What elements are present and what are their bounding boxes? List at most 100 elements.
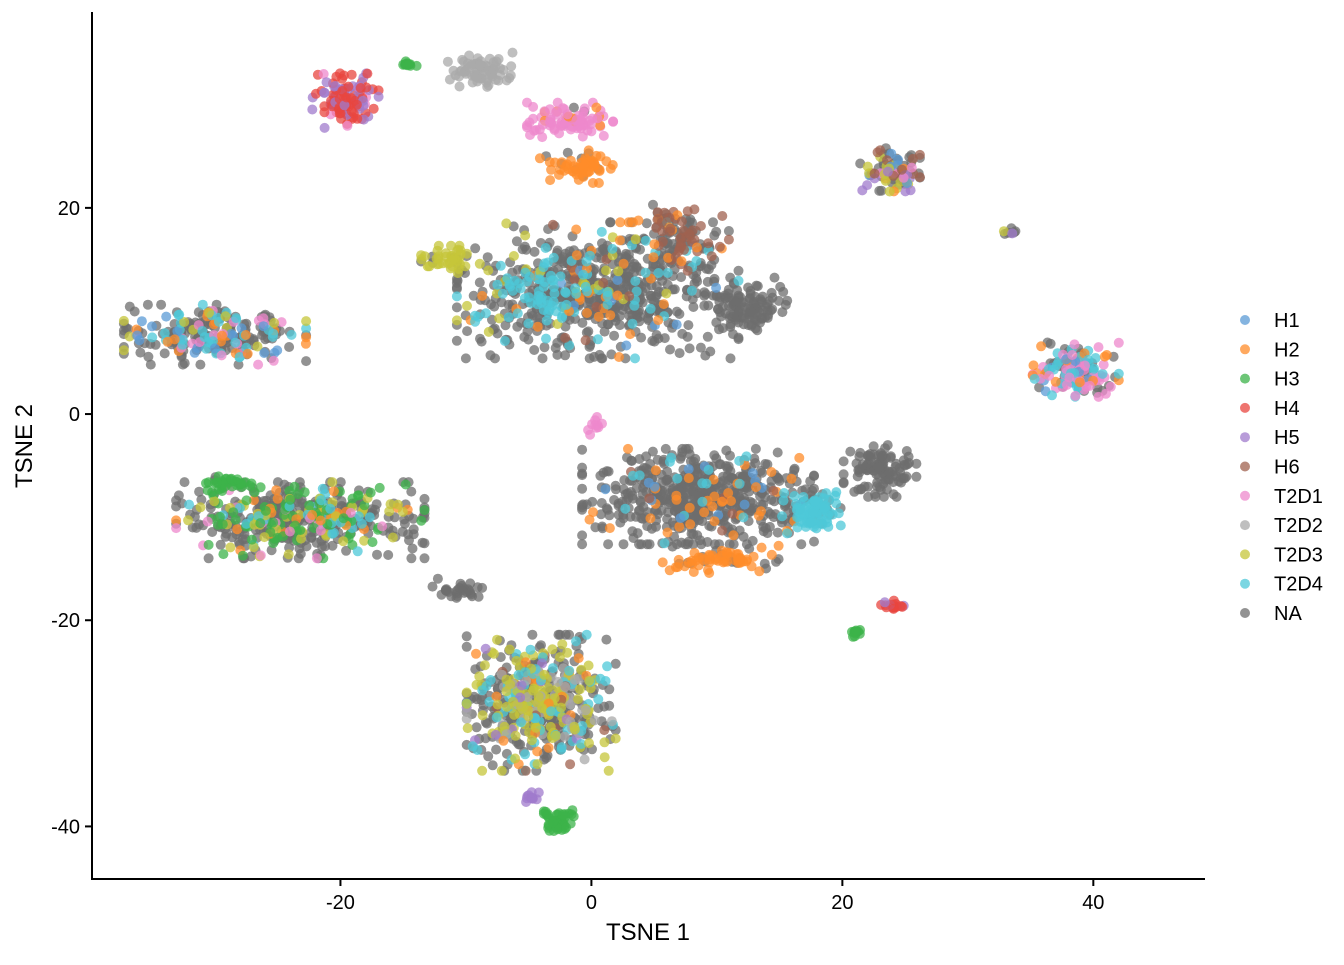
point-t2d1: [537, 132, 548, 143]
point-h6: [565, 759, 576, 770]
point-h2: [583, 167, 594, 178]
point-h6: [520, 765, 531, 776]
point-h2: [162, 336, 173, 347]
point-t2d2: [559, 731, 570, 742]
point-t2d3: [283, 549, 294, 560]
point-na: [705, 346, 716, 357]
point-h3: [255, 518, 266, 529]
point-h5: [307, 104, 318, 115]
point-t2d4: [602, 299, 613, 310]
point-na: [766, 475, 777, 486]
point-na: [762, 305, 773, 316]
point-h3: [338, 513, 349, 524]
point-h2: [674, 521, 685, 532]
point-h5: [1007, 228, 1018, 239]
point-t2d3: [252, 341, 263, 352]
legend-item-h1: H1: [1240, 310, 1300, 332]
point-t2d4: [664, 456, 675, 467]
point-t2d4: [805, 517, 816, 528]
point-t2d3: [474, 671, 485, 682]
point-t2d4: [628, 470, 638, 481]
point-na: [709, 450, 720, 461]
point-h2: [571, 224, 582, 235]
point-t2d3: [492, 634, 502, 645]
legend-label: H4: [1274, 398, 1300, 420]
point-h5: [521, 797, 532, 807]
point-h2: [657, 557, 668, 568]
point-t2d1: [202, 516, 213, 527]
point-h3: [365, 487, 376, 498]
point-na: [301, 356, 312, 367]
point-t2d4: [286, 329, 297, 340]
point-t2d2: [606, 716, 617, 727]
point-na: [646, 293, 657, 304]
point-h2: [232, 524, 243, 535]
point-h5: [857, 185, 868, 196]
point-h2: [704, 568, 715, 578]
point-h2: [563, 164, 574, 175]
point-h6: [717, 525, 728, 536]
point-t2d3: [562, 647, 573, 658]
point-na: [196, 494, 207, 505]
point-t2d4: [543, 307, 554, 318]
point-t2d2: [482, 81, 493, 92]
point-t2d3: [610, 733, 621, 744]
legend-item-h4: H4: [1240, 398, 1300, 420]
point-na: [367, 504, 378, 515]
legend-key: [1240, 315, 1250, 325]
point-h3: [353, 490, 364, 501]
point-na: [759, 558, 770, 569]
point-t2d1: [571, 114, 582, 125]
point-t2d3: [118, 345, 129, 356]
point-na: [596, 498, 607, 508]
point-h2: [588, 507, 598, 518]
legend-label: NA: [1274, 603, 1302, 625]
point-t2d4: [703, 464, 714, 475]
point-t2d2: [472, 72, 482, 83]
point-t2d1: [171, 523, 182, 534]
y-ticks: -40 -20 0 20: [51, 198, 92, 838]
point-h2: [612, 290, 623, 301]
legend-key: [1240, 402, 1250, 413]
point-na: [723, 226, 734, 236]
point-h6: [665, 223, 676, 234]
point-na: [215, 539, 226, 550]
point-h2: [794, 452, 805, 463]
legend-item-t2d2: T2D2: [1240, 515, 1323, 537]
point-t2d3: [461, 687, 472, 698]
point-t2d3: [509, 709, 520, 720]
point-na: [537, 353, 548, 364]
point-h3: [561, 822, 572, 833]
point-t2d3: [225, 542, 236, 553]
point-na: [618, 484, 629, 495]
point-t2d4: [532, 299, 543, 310]
point-t2d3: [433, 253, 444, 264]
point-t2d4: [177, 339, 188, 350]
point-t2d4: [268, 328, 279, 339]
point-na: [560, 350, 571, 361]
point-t2d4: [653, 268, 664, 278]
point-h1: [600, 484, 611, 495]
point-t2d3: [584, 675, 595, 686]
point-na: [129, 306, 140, 317]
point-na: [536, 640, 546, 651]
point-t2d1: [549, 123, 560, 134]
point-t2d4: [325, 503, 336, 514]
point-t2d4: [356, 518, 367, 529]
point-h3: [416, 515, 427, 526]
x-ticks: -20 0 20 40: [326, 879, 1104, 914]
point-t2d2: [491, 56, 502, 67]
legend-label: H6: [1274, 457, 1300, 479]
point-h2: [534, 153, 545, 164]
point-h2: [718, 557, 729, 568]
point-t2d4: [627, 318, 638, 329]
point-t2d4: [779, 488, 790, 498]
point-t2d1: [1064, 372, 1075, 383]
point-t2d4: [580, 281, 591, 292]
point-na: [708, 217, 718, 228]
point-na: [809, 536, 819, 547]
point-na: [868, 441, 879, 452]
point-h2: [1036, 341, 1047, 352]
point-na: [475, 333, 485, 344]
point-t2d2: [461, 713, 472, 724]
